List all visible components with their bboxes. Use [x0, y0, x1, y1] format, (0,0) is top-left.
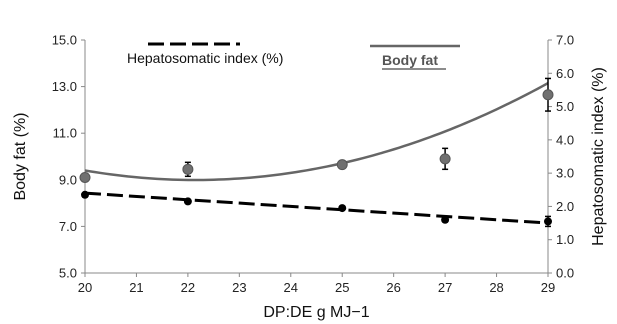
body-fat-point — [336, 159, 348, 171]
body-fat-trendline — [84, 82, 549, 182]
y-left-tick-label: 5.0 — [59, 266, 77, 281]
y-right-tick-label: 4.0 — [556, 132, 574, 147]
hsi-trendline — [84, 191, 549, 225]
axes — [84, 40, 549, 274]
y-left-tick-label: 9.0 — [59, 172, 77, 187]
y-right-tick-label: 2.0 — [556, 199, 574, 214]
y-left-tick-label: 7.0 — [59, 219, 77, 234]
y-right-ticks: 0.0 1.0 2.0 3.0 4.0 5.0 6.0 7.0 — [548, 33, 574, 281]
y-right-tick-label: 6.0 — [556, 66, 574, 81]
y-right-tick-label: 1.0 — [556, 232, 574, 247]
hsi-point — [544, 217, 552, 226]
x-ticks: 20 21 22 23 24 25 26 27 28 29 — [78, 273, 555, 295]
legend: Hepatosomatic index (%) Body fat — [127, 42, 460, 70]
y-left-tick-label: 11.0 — [53, 126, 77, 141]
x-tick-label: 22 — [181, 280, 195, 295]
trendlines — [84, 82, 549, 225]
x-tick-label: 26 — [386, 280, 400, 295]
x-tick-label: 27 — [438, 280, 452, 295]
x-tick-label: 29 — [541, 280, 555, 295]
y-right-tick-label: 5.0 — [556, 99, 574, 114]
x-axis-title: DP:DE g MJ−1 — [263, 304, 369, 321]
x-tick-label: 20 — [78, 280, 92, 295]
hsi-point — [441, 215, 450, 224]
y-left-tick-label: 15.0 — [52, 33, 77, 48]
hsi-point — [81, 190, 89, 199]
body-fat-point — [79, 171, 91, 183]
y-right-tick-label: 7.0 — [556, 33, 574, 48]
x-tick-label: 25 — [335, 280, 349, 295]
body-fat-point — [182, 163, 194, 175]
data-points — [79, 89, 554, 226]
hsi-point — [183, 197, 192, 206]
y-right-tick-label: 0.0 — [556, 266, 574, 281]
x-tick-label: 28 — [489, 280, 503, 295]
y-left-tick-label: 13.0 — [52, 79, 77, 94]
hsi-point — [338, 204, 347, 213]
body-fat-point — [542, 89, 554, 101]
legend-fat-label: Body fat — [382, 52, 438, 68]
y-right-axis-title: Hepatosomatic index (%) — [590, 67, 607, 246]
x-tick-label: 23 — [232, 280, 246, 295]
x-tick-label: 21 — [129, 280, 143, 295]
y-left-axis-title: Body fat (%) — [12, 112, 29, 200]
body-fat-point — [439, 153, 451, 165]
legend-hsi-label: Hepatosomatic index (%) — [127, 50, 283, 66]
x-tick-label: 24 — [284, 280, 298, 295]
y-left-ticks: 5.0 7.0 9.0 11.0 13.0 15.0 — [52, 33, 85, 281]
y-right-tick-label: 3.0 — [556, 166, 574, 181]
